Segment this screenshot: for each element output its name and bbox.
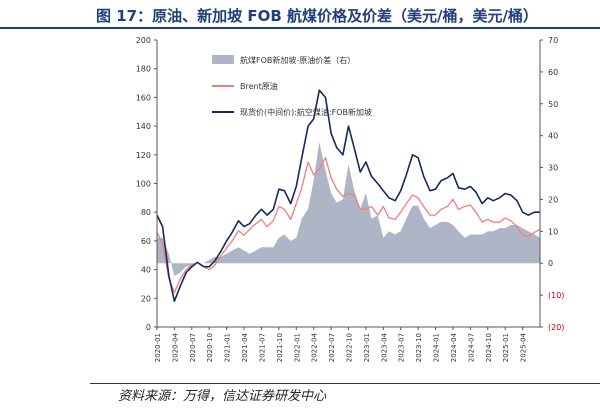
x-tick-label: 2023-04 xyxy=(380,332,388,362)
x-tick-label: 2020-10 xyxy=(206,333,214,362)
x-tick-label: 2024-10 xyxy=(485,333,493,362)
x-tick-label: 2025-04 xyxy=(520,332,528,362)
jet-fuel-line xyxy=(156,89,540,302)
left-tick-label: 200 xyxy=(136,36,151,45)
right-tick-label: 70 xyxy=(548,36,558,45)
x-tick-label: 2020-07 xyxy=(189,333,197,362)
left-tick-label: 120 xyxy=(136,151,151,160)
x-tick-label: 2020-01 xyxy=(154,333,162,362)
left-tick-label: 60 xyxy=(141,237,151,246)
left-tick-label: 80 xyxy=(141,208,151,217)
right-tick-label: 30 xyxy=(548,164,558,173)
x-tick-label: 2021-04 xyxy=(241,332,249,362)
x-tick-label: 2022-01 xyxy=(293,333,301,362)
x-tick-label: 2025-01 xyxy=(502,333,510,362)
x-tick-label: 2024-07 xyxy=(467,333,475,362)
x-tick-label: 2024-04 xyxy=(450,332,458,362)
left-tick-label: 100 xyxy=(136,180,151,189)
right-tick-label: 0 xyxy=(548,259,553,268)
right-tick-label: 20 xyxy=(548,195,558,204)
x-tick-label: 2022-10 xyxy=(346,333,354,362)
right-tick-label: (10) xyxy=(548,291,564,300)
right-tick-label: 10 xyxy=(548,227,558,236)
x-tick-label: 2022-04 xyxy=(311,332,319,362)
x-tick-label: 2023-01 xyxy=(363,333,371,362)
legend-label: 航煤FOB新加坡-原油价差（右） xyxy=(240,55,355,65)
left-tick-label: 140 xyxy=(136,122,151,131)
title-bar: 图 17：原油、新加坡 FOB 航煤价格及价差（美元/桶，美元/桶） xyxy=(0,0,600,29)
right-tick-label: 50 xyxy=(548,100,558,109)
x-tick-label: 2021-10 xyxy=(276,333,284,362)
left-tick-label: 40 xyxy=(141,266,151,275)
right-tick-label: 40 xyxy=(548,132,558,141)
x-tick-label: 2021-07 xyxy=(258,333,266,362)
left-tick-label: 160 xyxy=(136,93,151,102)
right-tick-label: 60 xyxy=(548,68,558,77)
left-tick-label: 0 xyxy=(146,323,151,332)
brent-line xyxy=(156,157,541,294)
left-tick-label: 180 xyxy=(136,65,151,74)
x-tick-label: 2024-01 xyxy=(433,333,441,362)
x-tick-label: 2022-07 xyxy=(328,333,336,362)
left-tick-label: 20 xyxy=(141,294,151,303)
x-tick-label: 2020-04 xyxy=(171,332,179,362)
spread-area xyxy=(157,142,540,276)
x-tick-label: 2023-10 xyxy=(415,333,423,362)
legend-label: Brent原油 xyxy=(240,81,278,91)
legend-swatch-spread xyxy=(212,55,234,64)
source-divider xyxy=(90,383,600,384)
figure-title: 图 17：原油、新加坡 FOB 航煤价格及价差（美元/桶，美元/桶） xyxy=(96,7,538,25)
x-tick-label: 2023-07 xyxy=(398,333,406,362)
x-tick-label: 2021-01 xyxy=(224,333,232,362)
source-note: 资料来源：万得，信达证券研发中心 xyxy=(118,389,327,404)
right-tick-label: (20) xyxy=(548,323,564,332)
legend-label: 现货价(中间价):航空煤油:FOB新加坡 xyxy=(240,107,372,117)
